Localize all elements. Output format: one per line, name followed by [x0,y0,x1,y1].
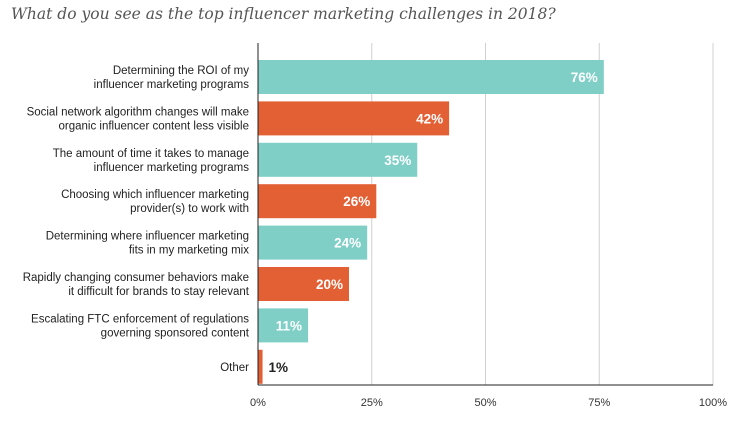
category-label: influencer marketing programs [94,162,250,174]
category-label: Determining the ROI of my [113,65,249,77]
bar [258,225,368,260]
data-label: 76% [571,70,598,85]
category-label: fits in my marketing mix [129,245,249,257]
data-label: 1% [269,360,289,375]
category-label: Rapidly changing consumer behaviors make [23,272,249,284]
data-label: 24% [334,236,361,251]
data-label: 20% [316,277,343,292]
x-tick-label: 25% [361,397,383,409]
bar [258,60,604,94]
data-label: 11% [276,318,302,333]
x-tick-label: 75% [588,397,610,409]
category-label: Social network algorithm changes will ma… [27,106,249,118]
x-tick-label: 0% [250,397,266,409]
category-label: it difficult for brands to stay relevant [68,286,249,298]
category-label: Choosing which influencer marketing [61,189,249,201]
data-label: 35% [384,153,411,168]
data-label: 42% [416,111,443,126]
category-label: provider(s) to work with [130,203,249,215]
x-tick-label: 50% [474,397,496,409]
chart-title: What do you see as the top influencer ma… [11,5,556,23]
category-label: influencer marketing programs [94,79,250,91]
bar [258,184,377,219]
bar [258,349,263,384]
bar [258,308,309,343]
x-tick-label: 100% [699,397,727,409]
category-label: Other [220,362,249,374]
category-label: organic influencer content less visible [59,120,250,132]
data-label: 26% [343,194,370,209]
bar [258,142,418,177]
bar [258,101,450,136]
category-label: governing sponsored content [101,327,250,339]
category-label: Determining where influencer marketing [46,231,249,243]
bar [258,267,349,301]
category-label: The amount of time it takes to manage [53,148,249,160]
category-label: Escalating FTC enforcement of regulation… [31,313,249,325]
